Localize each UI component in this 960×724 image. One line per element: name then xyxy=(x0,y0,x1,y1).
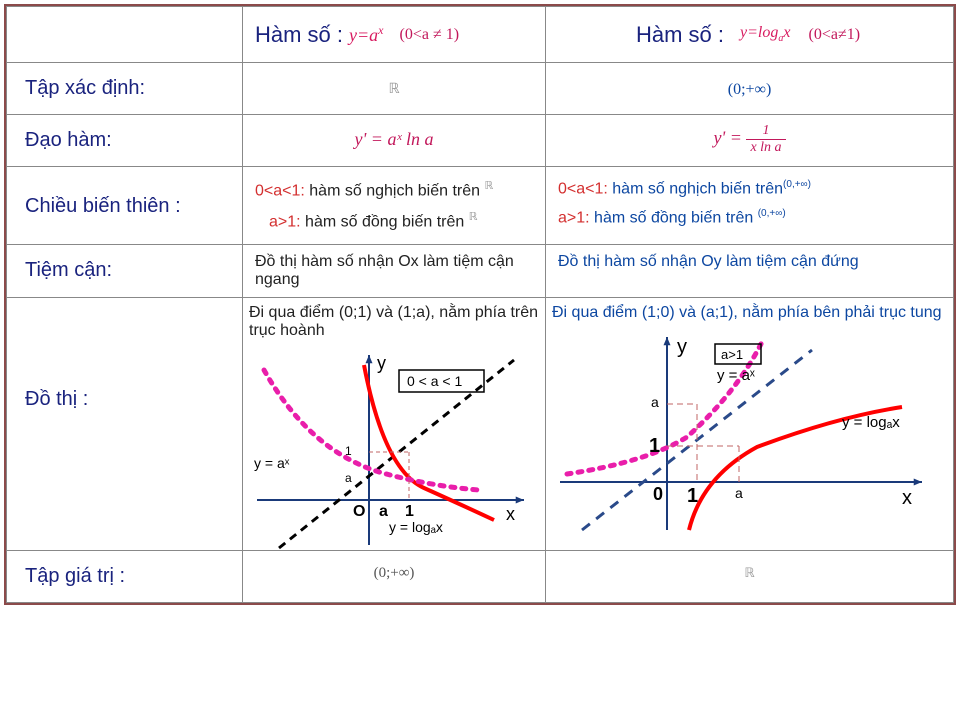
svg-text:a: a xyxy=(345,471,352,485)
mono-exp: 0<a<1: hàm số nghịch biến trên ℝ a>1: hà… xyxy=(243,167,546,245)
log-formula: y=logax xyxy=(740,24,790,44)
svg-text:a: a xyxy=(735,485,743,501)
graph-caption: Đi qua điểm (1;0) và (a;1), nằm phía bên… xyxy=(552,304,947,322)
graph-log-svg: a>1 1 a 1 a 0 x y y = aˣ y = logₐx xyxy=(552,322,947,532)
range-row: Tập giá trị : (0;+∞) ℝ xyxy=(7,550,954,602)
asymptote-row: Tiệm cận: Đồ thị hàm số nhận Ox làm tiệm… xyxy=(7,244,954,297)
domain-label-cell: Tập xác định: xyxy=(7,63,243,115)
row-label: Tập xác định: xyxy=(7,63,242,114)
fn-label: Hàm số : xyxy=(636,22,724,48)
comparison-table-container: Hàm số : y=ax (0<a ≠ 1) Hàm số : y=logax… xyxy=(4,4,956,605)
mono-line: 0<a<1: hàm số nghịch biến trên ℝ xyxy=(255,179,533,200)
graph-caption: Đi qua điểm (0;1) và (1;a), nằm phía trê… xyxy=(249,304,539,340)
exp-formula: y=ax xyxy=(349,23,383,46)
row-label: Chiều biến thiên : xyxy=(7,167,242,232)
row-label: Tập giá trị : xyxy=(7,551,242,602)
mono-line: 0<a<1: hàm số nghịch biến trên(0,+∞) xyxy=(558,179,941,198)
row-label: Tiệm cận: xyxy=(7,245,242,296)
range-exp: (0;+∞) xyxy=(243,550,546,602)
graph-exp-cell: Đi qua điểm (0;1) và (1;a), nằm phía trê… xyxy=(243,297,546,550)
svg-text:1: 1 xyxy=(405,503,414,520)
deriv-label-cell: Đạo hàm: xyxy=(7,115,243,167)
deriv-log: y' = 1 x ln a xyxy=(546,115,954,167)
mono-label-cell: Chiều biến thiên : xyxy=(7,167,243,245)
header-exp: Hàm số : y=ax (0<a ≠ 1) xyxy=(243,7,546,63)
svg-text:x: x xyxy=(506,504,515,524)
svg-text:0: 0 xyxy=(653,484,663,504)
graph-log-cell: Đi qua điểm (1;0) và (a;1), nằm phía bên… xyxy=(546,297,954,550)
svg-text:a: a xyxy=(651,394,659,410)
domain-exp: ℝ xyxy=(243,63,546,115)
range-log: ℝ xyxy=(546,550,954,602)
asym-label-cell: Tiệm cận: xyxy=(7,244,243,297)
svg-text:y = logₐx: y = logₐx xyxy=(842,414,900,431)
range-label-cell: Tập giá trị : xyxy=(7,550,243,602)
row-label: Đồ thị : xyxy=(7,298,242,425)
graph-exp-svg: 0 < a < 11aa1Oxyy = aˣy = logₐx xyxy=(249,340,539,550)
svg-text:a: a xyxy=(379,503,388,520)
exp-cond: (0<a ≠ 1) xyxy=(400,26,460,44)
svg-text:O: O xyxy=(353,503,365,520)
monotone-row: Chiều biến thiên : 0<a<1: hàm số nghịch … xyxy=(7,167,954,245)
log-cond: (0<a≠1) xyxy=(808,26,860,44)
domain-log: (0;+∞) xyxy=(546,63,954,115)
svg-text:1: 1 xyxy=(687,485,698,507)
asym-log: Đồ thị hàm số nhận Oy làm tiệm cận đứng xyxy=(546,244,954,297)
svg-text:0 < a < 1: 0 < a < 1 xyxy=(407,373,462,389)
derivative-row: Đạo hàm: y' = aˣ ln a y' = 1 x ln a xyxy=(7,115,954,167)
comparison-table: Hàm số : y=ax (0<a ≠ 1) Hàm số : y=logax… xyxy=(6,6,954,603)
header-log: Hàm số : y=logax (0<a≠1) xyxy=(546,7,954,63)
header-empty xyxy=(7,7,243,63)
svg-text:1: 1 xyxy=(649,435,660,457)
graph-row: Đồ thị : Đi qua điểm (0;1) và (1;a), nằm… xyxy=(7,297,954,550)
svg-text:y: y xyxy=(677,336,687,358)
fraction: 1 x ln a xyxy=(746,123,785,156)
mono-line: a>1: hàm số đồng biến trên (0,+∞) xyxy=(558,208,941,227)
asym-exp: Đồ thị hàm số nhận Ox làm tiệm cận ngang xyxy=(243,244,546,297)
domain-row: Tập xác định: ℝ (0;+∞) xyxy=(7,63,954,115)
svg-text:y = aˣ: y = aˣ xyxy=(717,367,755,384)
row-label: Đạo hàm: xyxy=(7,115,242,166)
svg-text:a>1: a>1 xyxy=(721,347,743,362)
svg-text:y: y xyxy=(377,353,386,373)
mono-log: 0<a<1: hàm số nghịch biến trên(0,+∞) a>1… xyxy=(546,167,954,245)
deriv-exp: y' = aˣ ln a xyxy=(243,115,546,167)
graph-label-cell: Đồ thị : xyxy=(7,297,243,550)
svg-text:y = aˣ: y = aˣ xyxy=(254,455,290,471)
mono-line: a>1: hàm số đồng biến trên ℝ xyxy=(255,210,533,231)
svg-text:1: 1 xyxy=(345,444,352,458)
svg-text:y = logₐx: y = logₐx xyxy=(389,519,443,535)
header-row: Hàm số : y=ax (0<a ≠ 1) Hàm số : y=logax… xyxy=(7,7,954,63)
svg-text:x: x xyxy=(902,487,912,509)
fn-label: Hàm số : xyxy=(255,22,343,48)
